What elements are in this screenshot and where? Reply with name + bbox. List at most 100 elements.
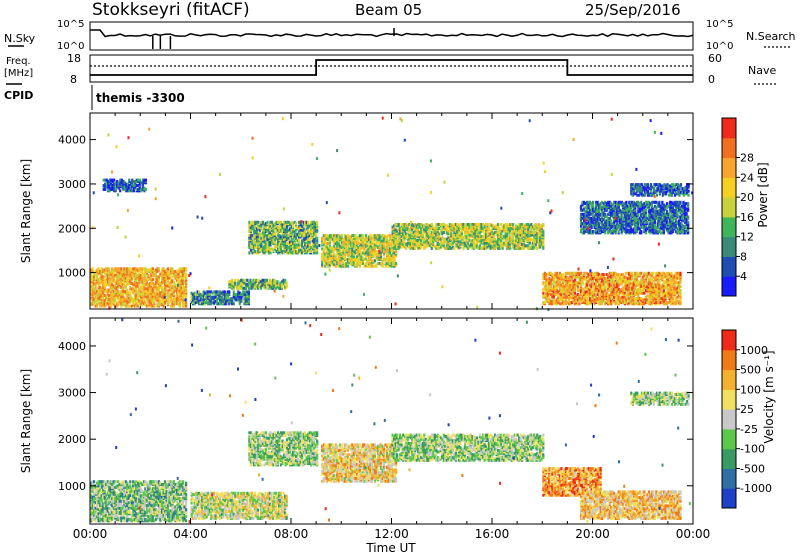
echo-cell — [141, 270, 143, 273]
echo-cell — [562, 273, 564, 276]
echo-cell — [144, 277, 146, 280]
echo-cell — [304, 230, 306, 233]
echo-cell — [316, 251, 318, 254]
echo-cell — [580, 272, 582, 275]
echo-cell — [298, 246, 300, 249]
echo-cell — [185, 267, 187, 270]
echo-cell — [341, 234, 343, 237]
echo-cell — [198, 290, 200, 293]
echo-cell — [248, 290, 250, 293]
echo-cell — [171, 267, 173, 270]
echo-cell — [333, 245, 335, 248]
nave-step-trace — [90, 60, 693, 75]
echo-cell — [398, 223, 400, 226]
echo-cell — [363, 247, 365, 250]
echo-cell — [104, 299, 106, 302]
echo-cell — [224, 290, 226, 293]
echo-cell — [329, 239, 331, 242]
echo-cell — [162, 267, 164, 270]
echo-cell — [530, 223, 532, 226]
echo-cell — [185, 277, 187, 280]
echo-cell — [604, 285, 606, 288]
echo-cell — [494, 238, 496, 241]
echo-cell — [228, 293, 230, 296]
echo-cell — [272, 230, 274, 233]
echo-cell — [276, 280, 278, 283]
echo-cell — [173, 281, 175, 284]
echo-cell — [128, 179, 130, 182]
echo-cell — [542, 243, 544, 246]
echo-cell — [428, 231, 430, 234]
echo-cell — [610, 284, 612, 287]
echo-cell — [365, 234, 367, 237]
echo-cell — [182, 297, 184, 300]
echo-cell — [260, 287, 262, 290]
echo-cell — [362, 262, 364, 265]
echo-cell — [117, 303, 119, 306]
echo-cell — [556, 272, 558, 275]
noise-right-tick-top: 10^5 — [706, 19, 733, 30]
echo-cell — [266, 279, 268, 282]
echo-cell — [284, 279, 286, 282]
freq-label-line1: Freq. — [6, 56, 31, 67]
echo-cell — [527, 228, 529, 231]
noise-left-tick-bottom: 10^0 — [57, 41, 84, 52]
echo-cell — [530, 228, 532, 231]
cpid-value: themis -3300 — [96, 91, 185, 105]
noise-panel: N.Sky 10^5 10^0 10^5 10^0 N.Search — [4, 19, 796, 52]
echo-cell — [248, 296, 250, 299]
echo-cell — [366, 242, 368, 245]
echo-cell — [145, 188, 147, 191]
echo-cell — [372, 255, 374, 258]
echo-cell — [234, 279, 236, 282]
beam-title: Beam 05 — [355, 1, 422, 19]
echo-cell — [597, 293, 599, 296]
echo-cell — [392, 244, 394, 247]
echo-cell — [165, 282, 167, 285]
echo-cell — [500, 223, 502, 226]
echo-cell — [173, 293, 175, 296]
echo-cell — [248, 300, 250, 303]
echo-cell — [333, 253, 335, 256]
echo-cell — [395, 250, 397, 253]
echo-cell — [335, 255, 337, 258]
echo-cell — [588, 280, 590, 283]
noise-sky-label: N.Sky — [4, 32, 36, 45]
echo-cell — [143, 298, 145, 301]
echo-cell — [104, 275, 106, 278]
echo-cell — [295, 222, 297, 225]
nave-tick-bottom: 0 — [708, 73, 715, 86]
echo-cell — [185, 295, 187, 298]
echo-cell — [342, 261, 344, 264]
echo-cell — [271, 221, 273, 224]
cpid-label: CPID — [4, 89, 33, 102]
echo-cell — [591, 282, 593, 285]
echo-cell — [309, 243, 311, 246]
echo-cell — [158, 267, 160, 270]
echo-cell — [354, 234, 356, 237]
echo-cell — [542, 292, 544, 295]
echo-cell — [353, 255, 355, 258]
echo-cell — [461, 232, 463, 235]
echo-cell — [162, 305, 164, 308]
echo-cell — [394, 258, 396, 261]
echo-cell — [129, 291, 131, 294]
echo-cell — [152, 278, 154, 281]
echo-cell — [438, 227, 440, 230]
nave-tick-top: 60 — [708, 52, 722, 65]
echo-cell — [443, 231, 445, 234]
echo-cell — [542, 247, 544, 250]
echo-cell — [574, 292, 576, 295]
echo-cell — [98, 267, 100, 270]
echo-cell — [133, 189, 135, 192]
echo-cell — [286, 284, 288, 287]
echo-cell — [108, 267, 110, 270]
station-title: Stokkseyri (fitACF) — [92, 0, 250, 20]
echo-cell — [234, 282, 236, 285]
echo-cell — [179, 302, 181, 305]
echo-cell — [316, 237, 318, 240]
echo-cell — [592, 280, 594, 283]
echo-cell — [113, 278, 115, 281]
echo-cell — [307, 221, 309, 224]
